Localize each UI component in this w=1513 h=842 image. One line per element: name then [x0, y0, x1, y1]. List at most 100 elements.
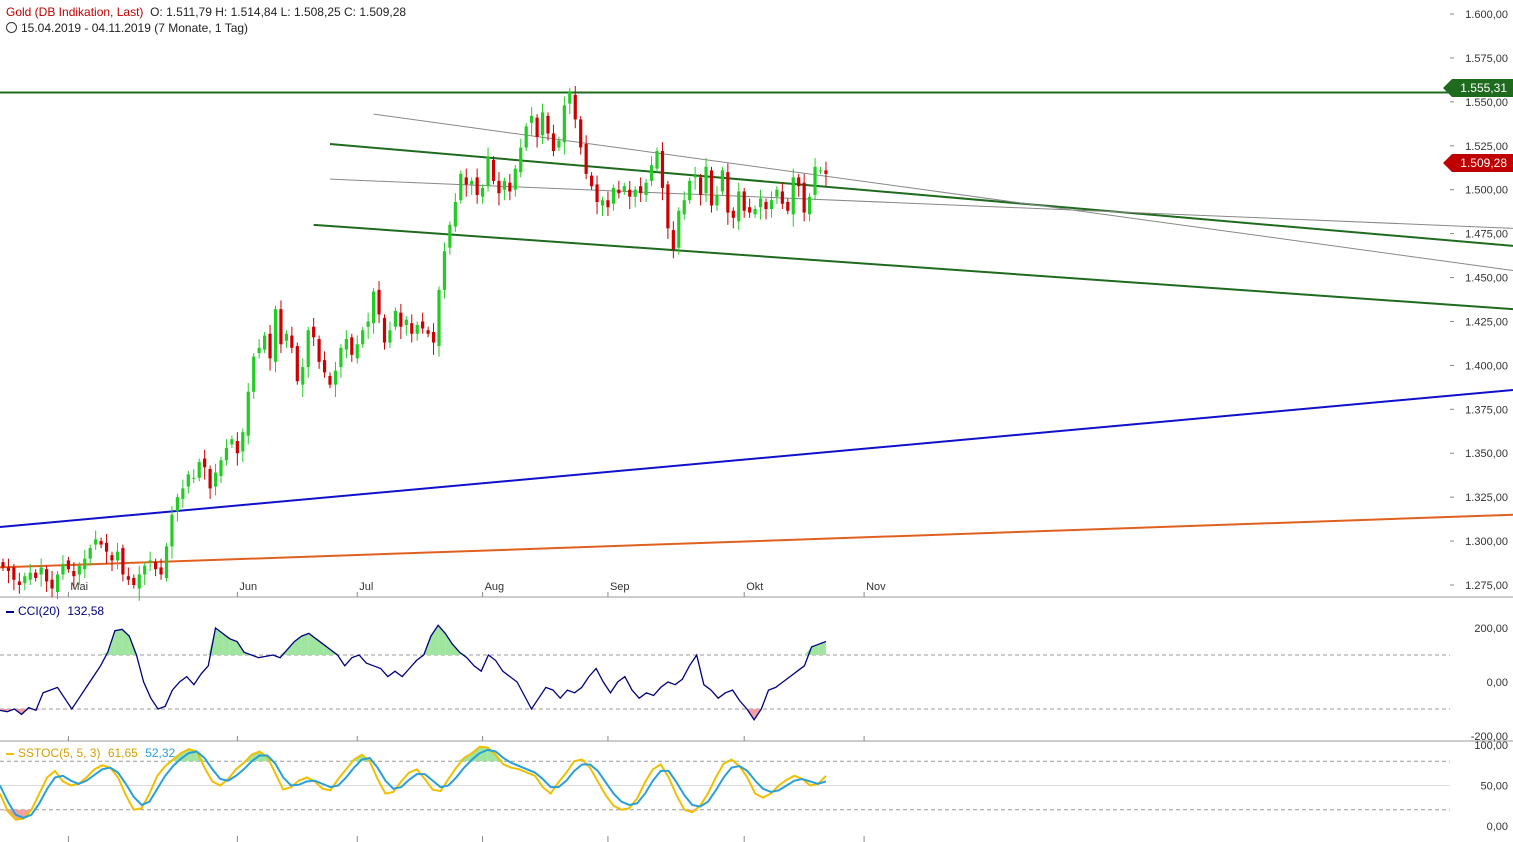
y-tick-label: 1.550,00 [1465, 97, 1508, 109]
stoch-oversold-fill [0, 809, 8, 812]
candle-body [1, 562, 5, 568]
trendline-gray-2 [329, 178, 1513, 229]
candle-body [257, 347, 261, 354]
candle-body [34, 572, 38, 578]
candle-body [720, 170, 724, 192]
chart-header: Gold (DB Indikation, Last) O: 1.511,79 H… [6, 5, 406, 19]
cci-value: 132,58 [67, 604, 105, 618]
candle-body [655, 151, 659, 169]
candle-body [61, 563, 65, 575]
candle-body [55, 574, 60, 593]
stoch-tick-label: 0,00 [1487, 821, 1508, 833]
candle-body [355, 344, 359, 359]
candle-body [410, 323, 414, 334]
y-tick-label: 1.275,00 [1465, 580, 1508, 592]
candle-body [486, 156, 490, 187]
candle-body [731, 210, 735, 218]
candle-body [748, 207, 752, 213]
candle-body [197, 462, 201, 478]
y-tick-label: 1.375,00 [1465, 404, 1508, 416]
cci-oversold-fill [35, 709, 44, 711]
candle-body [399, 312, 403, 327]
stoch-tick-label: 100,00 [1474, 740, 1508, 752]
candle-body [192, 477, 196, 479]
candle-body [66, 560, 70, 570]
y-tick-label: 1.575,00 [1465, 53, 1508, 65]
candle-body [208, 469, 212, 489]
candle-body [295, 346, 299, 382]
candle-body [246, 391, 250, 436]
candle-body [17, 581, 21, 585]
y-tick-label: 1.475,00 [1465, 229, 1508, 241]
candle-body [83, 558, 87, 570]
candle-body [333, 370, 338, 385]
candle-body [175, 497, 179, 512]
candle-body [628, 189, 632, 197]
candle-body [530, 115, 534, 123]
candle-body [148, 560, 152, 563]
x-tick-label: Aug [485, 581, 505, 593]
cci-overbought-fill [114, 629, 123, 655]
candle-body [699, 177, 703, 195]
period-label: 15.04.2019 - 04.11.2019 (7 Monate, 1 Tag… [21, 21, 249, 35]
ohlc-readout: O: 1.511,79 H: 1.514,84 L: 1.508,25 C: 1… [150, 5, 407, 19]
y-tick-label: 1.300,00 [1465, 536, 1508, 548]
x-tick-label: Okt [746, 581, 763, 593]
candle-body [775, 189, 779, 197]
candle-body [339, 347, 343, 368]
candle-body [431, 332, 436, 343]
candle-body [421, 321, 425, 329]
candle-body [12, 567, 16, 580]
stoch-tick-label: 50,00 [1480, 781, 1508, 793]
instrument-title[interactable]: Gold (DB Indikation, Last) [6, 5, 144, 19]
candle-body [170, 514, 174, 547]
candle-body [39, 567, 43, 575]
candle-body [159, 567, 163, 575]
trendline-orange [0, 513, 1513, 569]
candle-body [639, 186, 643, 194]
candle-body [753, 209, 757, 215]
cci-legend[interactable]: CCI(20) 132,58 [6, 604, 104, 618]
cci-overbought-fill [301, 633, 309, 655]
candle-body [377, 289, 381, 315]
candle-body [284, 333, 288, 341]
candle-body [72, 570, 76, 577]
candle-body [671, 230, 675, 250]
candle-body [23, 576, 27, 584]
period-row: 15.04.2019 - 04.11.2019 (7 Monate, 1 Tag… [6, 21, 248, 35]
candle-body [393, 310, 397, 327]
stoch-d-value: 52,32 [145, 746, 176, 760]
candle-body [143, 565, 147, 575]
candle-body [470, 180, 474, 185]
candle-body [137, 574, 141, 589]
y-tick-label: 1.350,00 [1465, 448, 1508, 460]
candle-body [769, 200, 774, 210]
candle-body [475, 177, 479, 195]
candle-body [252, 356, 256, 392]
candle-body [203, 458, 207, 468]
stoch-legend[interactable]: SSTOC(5, 5, 3) 61,65 52,32 [6, 746, 175, 760]
candle-body [704, 166, 708, 194]
candle-body [453, 201, 457, 227]
candle-body [273, 309, 278, 362]
candle-body [442, 251, 447, 290]
clock-icon [6, 22, 17, 33]
y-tick-label: 1.500,00 [1465, 185, 1508, 197]
candle-body [121, 548, 125, 575]
candle-body [279, 309, 283, 345]
candle-body [813, 166, 817, 195]
candle-body [682, 200, 686, 215]
candle-body [448, 224, 452, 248]
grid: Mai Jun Jul Aug Sep Okt Nov [0, 581, 1513, 842]
candle-body [301, 367, 305, 385]
candle-body [235, 440, 239, 454]
x-tick-label: Mai [70, 581, 88, 593]
candle-body [693, 175, 697, 178]
candle-body [6, 567, 11, 571]
candle-body [50, 579, 54, 589]
cci-tick-label: 200,00 [1474, 623, 1508, 635]
candle-body [584, 144, 588, 174]
cci-overbought-fill [222, 633, 230, 655]
candle-body [595, 184, 599, 202]
